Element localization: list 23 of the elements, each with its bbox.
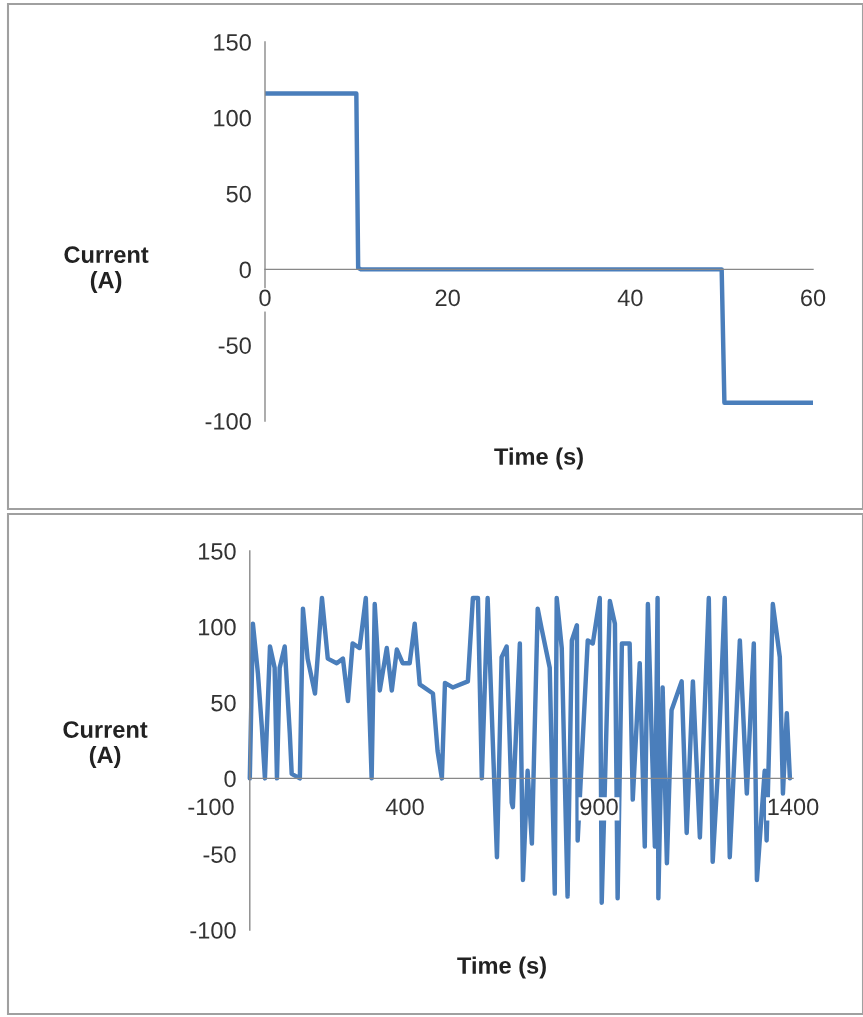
y-axis-title: Current (A): [63, 721, 148, 769]
x-tick-label: 20: [435, 289, 460, 307]
x-axis-title: Time (s): [494, 447, 583, 470]
y-tick-label: 150: [199, 543, 236, 560]
x-tick-label: 40: [617, 289, 643, 307]
x-tick-label: 1400: [768, 798, 819, 816]
x-tick-label: 400: [385, 798, 424, 816]
y-tick-label: 100: [199, 618, 236, 636]
y-tick-label: -100: [190, 922, 236, 939]
x-tick-label: 0: [259, 289, 271, 307]
y-tick-label: -100: [205, 413, 251, 430]
x-tick-label: 60: [801, 289, 826, 307]
x-tick-label: 900: [580, 798, 618, 816]
y-tick-label: 150: [214, 34, 251, 51]
y-tick-label: 50: [211, 694, 236, 712]
y-tick-label: -50: [218, 337, 251, 354]
y-tick-label: 0: [239, 261, 251, 279]
y-axis-title: Current (A): [64, 246, 149, 294]
y-tick-label: 0: [224, 770, 236, 788]
y-tick-label: 50: [226, 185, 251, 203]
x-axis-title: Time (s): [457, 956, 546, 979]
y-tick-label: -50: [203, 846, 236, 863]
y-tick-label: 100: [214, 109, 251, 127]
